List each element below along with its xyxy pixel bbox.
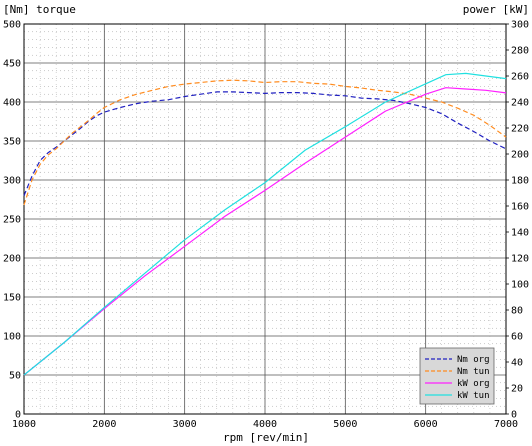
x-tick-label: 1000 bbox=[12, 419, 36, 430]
y-right-tick-label: 300 bbox=[511, 20, 529, 31]
y-right-tick-label: 100 bbox=[511, 280, 529, 291]
y-right-tick-label: 280 bbox=[511, 46, 529, 57]
series-lines bbox=[23, 72, 507, 376]
y-left-tick-label: 400 bbox=[3, 98, 21, 109]
y-right-tick-label: 220 bbox=[511, 124, 529, 135]
x-tick-label: 3000 bbox=[173, 419, 197, 430]
left-axis-title: [Nm] torque bbox=[3, 3, 76, 16]
right-axis-title: power [kW] bbox=[463, 3, 529, 16]
y-right-tick-label: 120 bbox=[511, 254, 529, 265]
y-right-tick-label: 260 bbox=[511, 72, 529, 83]
legend: Nm org Nm tun kW org kW tun bbox=[419, 347, 495, 405]
x-tick-label: 6000 bbox=[414, 419, 438, 430]
y-right-tick-label: 0 bbox=[511, 410, 517, 421]
y-right-tick-label: 200 bbox=[511, 150, 529, 161]
y-left-tick-label: 150 bbox=[3, 293, 21, 304]
legend-label: Nm tun bbox=[457, 367, 490, 377]
y-left-tick-label: 500 bbox=[3, 20, 21, 31]
y-right-tick-label: 180 bbox=[511, 176, 529, 187]
y-left-tick-label: 250 bbox=[3, 215, 21, 226]
y-right-tick-label: 160 bbox=[511, 202, 529, 213]
series-line-kw-org bbox=[23, 87, 507, 376]
x-tick-label: 7000 bbox=[494, 419, 518, 430]
y-right-tick-label: 60 bbox=[511, 332, 523, 343]
y-left-tick-label: 100 bbox=[3, 332, 21, 343]
x-tick-label: 2000 bbox=[92, 419, 116, 430]
x-axis-title: rpm [rev/min] bbox=[223, 431, 309, 444]
y-right-tick-label: 40 bbox=[511, 358, 523, 369]
legend-label: Nm org bbox=[457, 355, 490, 365]
y-right-tick-label: 140 bbox=[511, 228, 529, 239]
plot-frame bbox=[23, 23, 507, 415]
plot-border bbox=[23, 23, 507, 415]
y-left-tick-label: 450 bbox=[3, 59, 21, 70]
y-left-tick-label: 350 bbox=[3, 137, 21, 148]
y-right-tick-label: 240 bbox=[511, 98, 529, 109]
series-line-nm-org bbox=[23, 91, 507, 196]
y-left-tick-label: 300 bbox=[3, 176, 21, 187]
series-line-nm-tun bbox=[23, 79, 507, 206]
y-left-tick-label: 0 bbox=[15, 410, 21, 421]
y-right-tick-label: 20 bbox=[511, 384, 523, 395]
x-tick-label: 5000 bbox=[333, 419, 357, 430]
y-left-tick-label: 50 bbox=[9, 371, 21, 382]
series-line-kw-tun bbox=[23, 72, 507, 376]
y-left-tick-label: 200 bbox=[3, 254, 21, 265]
legend-label: kW tun bbox=[457, 391, 490, 401]
y-right-tick-label: 80 bbox=[511, 306, 523, 317]
legend-label: kW org bbox=[457, 379, 490, 389]
x-tick-label: 4000 bbox=[253, 419, 277, 430]
